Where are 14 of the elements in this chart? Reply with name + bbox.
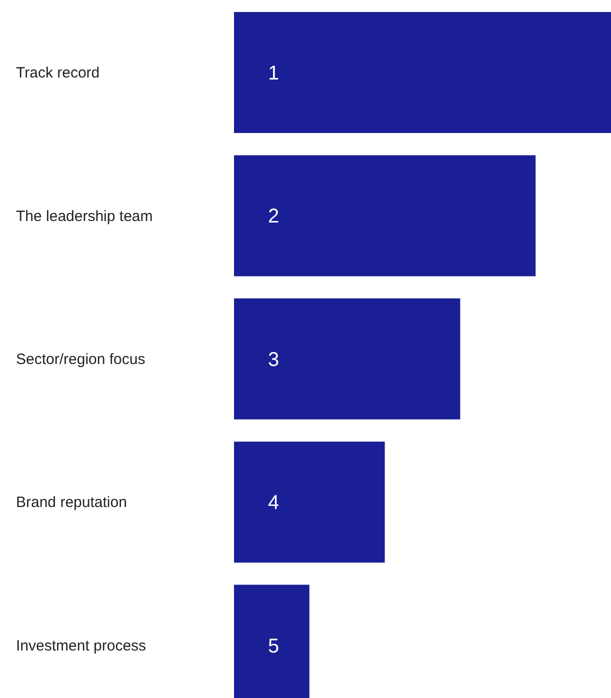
annotation: 5	[268, 635, 280, 658]
annotation: 2	[268, 206, 280, 228]
annotation: 1	[268, 62, 280, 84]
bar	[234, 298, 460, 420]
y-tick-label: Sector/region focus	[16, 351, 146, 368]
bar	[234, 155, 536, 276]
bar	[234, 442, 385, 563]
y-tick-label: The leadership team	[16, 208, 153, 225]
y-tick-label: Track record	[16, 64, 100, 82]
annotation: 3	[268, 348, 280, 371]
bar	[234, 12, 611, 133]
annotation: 4	[268, 492, 280, 514]
y-tick-label: Investment process	[16, 637, 146, 654]
y-tick-label: Brand reputation	[16, 494, 127, 512]
